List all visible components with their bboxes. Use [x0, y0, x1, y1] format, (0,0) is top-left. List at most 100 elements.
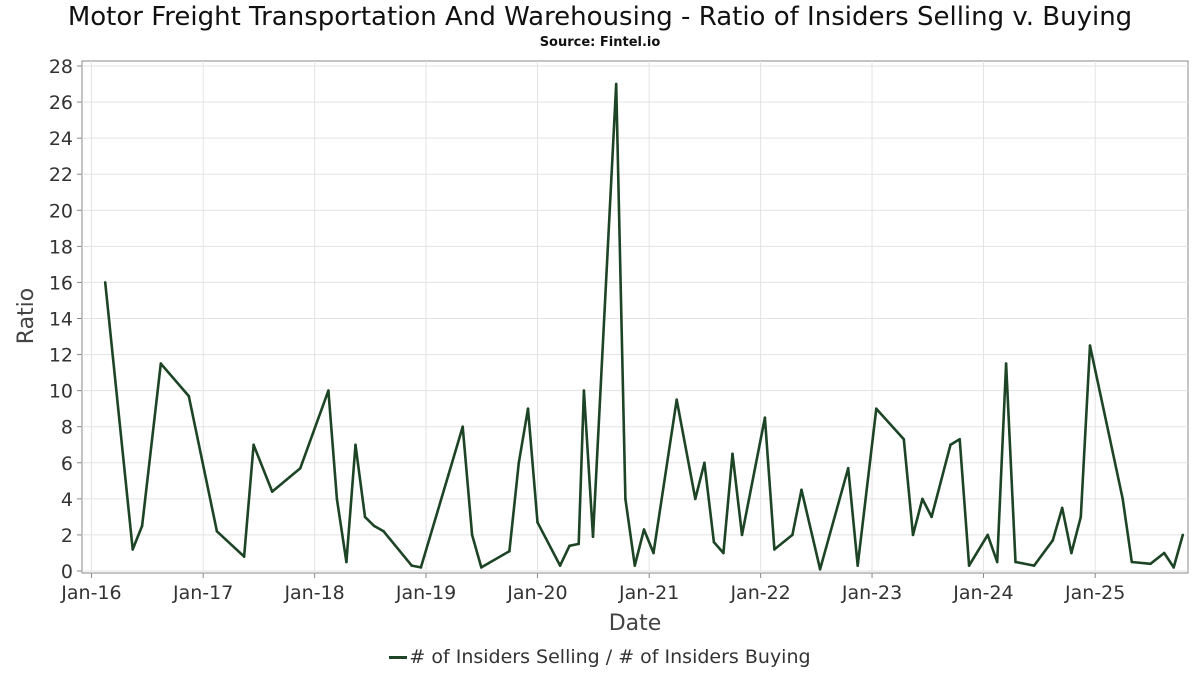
data-point: [1051, 539, 1055, 542]
x-tick-label: Jan-21: [618, 582, 679, 604]
data-point: [252, 443, 255, 447]
data-point: [215, 530, 219, 533]
data-point: [480, 566, 483, 569]
x-axis-title: Date: [609, 611, 662, 636]
data-point: [967, 564, 971, 567]
data-point: [958, 438, 961, 441]
data-point: [694, 497, 697, 501]
data-point: [354, 443, 357, 447]
data-point: [582, 389, 586, 392]
x-tick-label: Jan-17: [172, 582, 233, 604]
data-point: [242, 555, 246, 558]
legend: # of Insiders Selling / # of Insiders Bu…: [0, 646, 1200, 668]
data-point: [372, 524, 376, 528]
data-point: [526, 407, 530, 411]
data-point: [382, 530, 385, 533]
plot-frame: [81, 60, 1189, 574]
x-tick-label: Jan-22: [729, 582, 790, 604]
y-tick-label: 16: [49, 272, 73, 294]
x-axis: Jan-16 Jan-17 Jan-18 Jan-19 Jan-20 Jan-21 Jan-…: [60, 573, 1125, 604]
x-tick-label: Jan-16: [60, 582, 121, 604]
data-point: [568, 544, 571, 548]
data-point: [470, 533, 474, 537]
data-point: [410, 564, 414, 567]
data-point: [818, 567, 822, 571]
data-point: [675, 398, 678, 402]
y-tick-label: 4: [61, 489, 73, 511]
data-point: [591, 535, 595, 538]
data-point: [846, 466, 850, 470]
data-point: [1121, 497, 1124, 501]
x-gridlines: [90, 61, 1096, 573]
data-point: [773, 548, 776, 551]
data-point: [536, 521, 539, 524]
data-point: [517, 461, 521, 465]
data-point: [270, 490, 274, 493]
y-tick-label: 12: [49, 345, 73, 367]
data-point: [345, 560, 348, 564]
data-point: [327, 389, 330, 392]
data-point: [921, 497, 924, 501]
data-point: [791, 533, 794, 537]
x-tick-label: Jan-23: [841, 582, 902, 604]
data-point: [1162, 551, 1166, 555]
series-group: [103, 82, 1185, 571]
data-point: [1070, 551, 1073, 555]
data-point: [949, 443, 952, 447]
chart-subtitle: Source: Fintel.io: [539, 35, 661, 50]
x-tick-label: Jan-18: [283, 582, 344, 604]
data-point: [995, 560, 999, 564]
x-tick-label: Jan-25: [1064, 582, 1125, 604]
x-tick-label: Jan-24: [952, 582, 1013, 604]
data-point: [875, 407, 878, 411]
y-tick-label: 14: [49, 309, 73, 331]
y-tick-label: 28: [49, 56, 73, 78]
data-point: [558, 564, 562, 567]
data-point: [856, 564, 859, 567]
y-tick-label: 10: [49, 381, 73, 403]
data-point: [447, 474, 450, 477]
data-point: [740, 533, 744, 537]
legend-label: # of Insiders Selling / # of Insiders Bu…: [409, 646, 811, 668]
data-point: [800, 488, 803, 492]
data-point: [986, 533, 989, 537]
data-point: [731, 452, 734, 456]
y-tick-label: 0: [61, 561, 73, 583]
data-point: [577, 542, 580, 546]
data-point: [633, 564, 637, 567]
data-point: [140, 524, 144, 528]
data-point: [930, 515, 933, 519]
data-point: [335, 497, 339, 501]
data-point: [1181, 533, 1185, 537]
data-point: [1032, 564, 1036, 567]
data-point: [902, 438, 906, 441]
legend-swatch: [389, 656, 408, 659]
data-point: [299, 466, 302, 470]
y-tick-label: 2: [61, 525, 73, 547]
data-point: [103, 281, 107, 284]
data-point: [1130, 560, 1134, 564]
y-tick-label: 26: [49, 92, 73, 114]
x-tick-label: Jan-20: [506, 582, 567, 604]
data-point: [1149, 562, 1152, 566]
data-point: [1088, 344, 1092, 347]
data-point: [187, 394, 191, 398]
data-point: [712, 540, 716, 544]
data-point: [624, 497, 627, 501]
y-tick-label: 20: [49, 200, 73, 222]
data-point: [363, 515, 367, 519]
y-tick-label: 22: [49, 164, 73, 186]
data-point: [131, 548, 134, 551]
data-point: [461, 425, 465, 429]
data-point: [1004, 362, 1008, 365]
y-tick-label: 24: [49, 128, 73, 150]
y-tick-label: 6: [61, 453, 73, 475]
data-point: [508, 549, 511, 553]
data-point: [419, 566, 423, 569]
y-axis-title: Ratio: [14, 288, 39, 344]
data-point: [1172, 566, 1175, 569]
data-point: [703, 461, 706, 465]
data-point: [722, 551, 725, 555]
